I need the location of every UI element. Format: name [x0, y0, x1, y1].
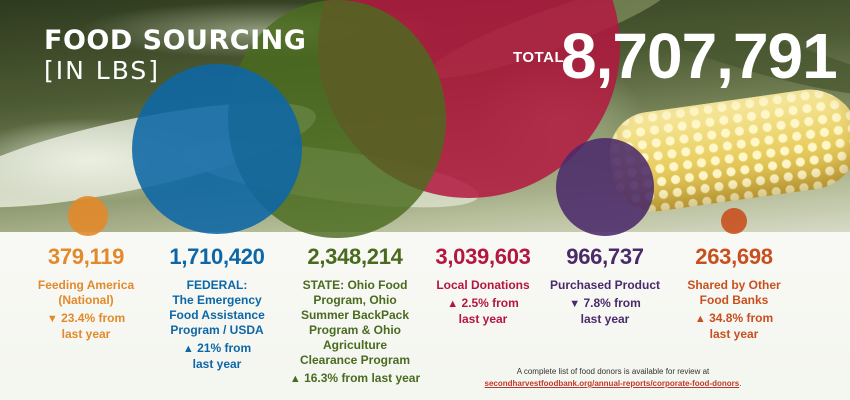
- category-label-line: Program & Ohio: [308, 323, 401, 337]
- up-arrow-icon: ▲: [289, 373, 301, 385]
- down-arrow-icon: ▼: [46, 313, 58, 325]
- change-text: ▼ 23.4% from last year: [20, 311, 152, 342]
- category-local-donations: 3,039,603 Local Donations ▲ 2.5% from la…: [418, 244, 548, 327]
- change-line: 34.8% from: [709, 311, 774, 325]
- category-label-line: Summer BackPack: [300, 308, 410, 322]
- category-label-line: Agriculture: [322, 338, 387, 352]
- change-text: ▲ 21% from last year: [148, 341, 286, 372]
- chart-title-main: FOOD SOURCING: [44, 25, 307, 56]
- category-feeding-america: 379,119 Feeding America (National) ▼ 23.…: [20, 244, 152, 342]
- change-line: last year: [709, 327, 759, 341]
- change-line: 23.4% from: [61, 311, 126, 325]
- category-label-line: Program, Ohio: [313, 293, 397, 307]
- change-line: last year: [580, 312, 630, 326]
- down-arrow-icon: ▼: [569, 298, 581, 310]
- up-arrow-icon: ▲: [182, 343, 194, 355]
- change-text: ▲ 16.3% from last year: [282, 371, 428, 387]
- change-text: ▼ 7.8% from last year: [544, 296, 666, 327]
- data-label-value: 966,737: [566, 244, 644, 269]
- category-label-line: STATE: Ohio Food: [302, 278, 408, 292]
- category-label-line: Food Assistance: [169, 308, 265, 322]
- category-label-line: The Emergency: [172, 293, 262, 307]
- figures-band: [0, 232, 850, 400]
- category-label-line: Program / USDA: [170, 323, 264, 337]
- bubble-purchased-product: [556, 138, 654, 236]
- category-label-line: (National): [58, 293, 114, 307]
- footnote: A complete list of food donors is availa…: [470, 366, 756, 390]
- data-label-value: 2,348,214: [307, 244, 403, 269]
- category-label-line: Purchased Product: [549, 278, 661, 292]
- chart-title: FOOD SOURCING [IN LBS]: [44, 26, 306, 86]
- bubble-shared-by-other-food-banks: [721, 208, 747, 234]
- chart-title-unit: [IN LBS]: [44, 56, 161, 85]
- total-label: TOTAL: [513, 49, 565, 66]
- up-arrow-icon: ▲: [447, 298, 459, 310]
- category-shared-by-other-food-banks: 263,698 Shared by Other Food Banks ▲ 34.…: [672, 244, 796, 342]
- category-label-line: Local Donations: [436, 278, 530, 292]
- category-label-line: Feeding America: [37, 278, 135, 292]
- change-line: 16.3% from last year: [304, 371, 421, 385]
- footnote-text: A complete list of food donors is availa…: [516, 367, 710, 376]
- footnote-period: .: [739, 379, 742, 388]
- category-label-line: Food Banks: [699, 293, 769, 307]
- category-purchased-product: 966,737 Purchased Product ▼ 7.8% from la…: [544, 244, 666, 327]
- donors-link[interactable]: secondharvestfoodbank.org/annual-reports…: [484, 379, 740, 388]
- bubble-feeding-america: [68, 196, 108, 236]
- data-label-value: 263,698: [695, 244, 773, 269]
- category-label: Shared by Other Food Banks: [672, 278, 796, 308]
- change-line: 21% from: [197, 341, 252, 355]
- category-label: Feeding America (National): [20, 278, 152, 308]
- change-text: ▲ 34.8% from last year: [672, 311, 796, 342]
- category-label: STATE: Ohio Food Program, Ohio Summer Ba…: [282, 278, 428, 368]
- change-line: last year: [458, 312, 508, 326]
- category-label-line: Shared by Other: [687, 278, 781, 292]
- change-text: ▲ 2.5% from last year: [418, 296, 548, 327]
- change-line: last year: [192, 357, 242, 371]
- category-label-line: FEDERAL:: [186, 278, 248, 292]
- category-label-line: Clearance Program: [299, 353, 411, 367]
- category-federal: 1,710,420 FEDERAL: The Emergency Food As…: [148, 244, 286, 372]
- category-label: FEDERAL: The Emergency Food Assistance P…: [148, 278, 286, 338]
- up-arrow-icon: ▲: [694, 313, 706, 325]
- category-label: Local Donations: [418, 278, 548, 293]
- change-line: last year: [61, 327, 111, 341]
- data-label-value: 1,710,420: [169, 244, 265, 269]
- data-label-value: 3,039,603: [435, 244, 531, 269]
- category-label: Purchased Product: [544, 278, 666, 293]
- change-line: 2.5% from: [461, 296, 519, 310]
- category-state: 2,348,214 STATE: Ohio Food Program, Ohio…: [282, 244, 428, 387]
- total-value: 8,707,791: [561, 20, 838, 92]
- bubble-federal: [132, 64, 302, 234]
- change-line: 7.8% from: [583, 296, 641, 310]
- data-label-value: 379,119: [47, 244, 125, 269]
